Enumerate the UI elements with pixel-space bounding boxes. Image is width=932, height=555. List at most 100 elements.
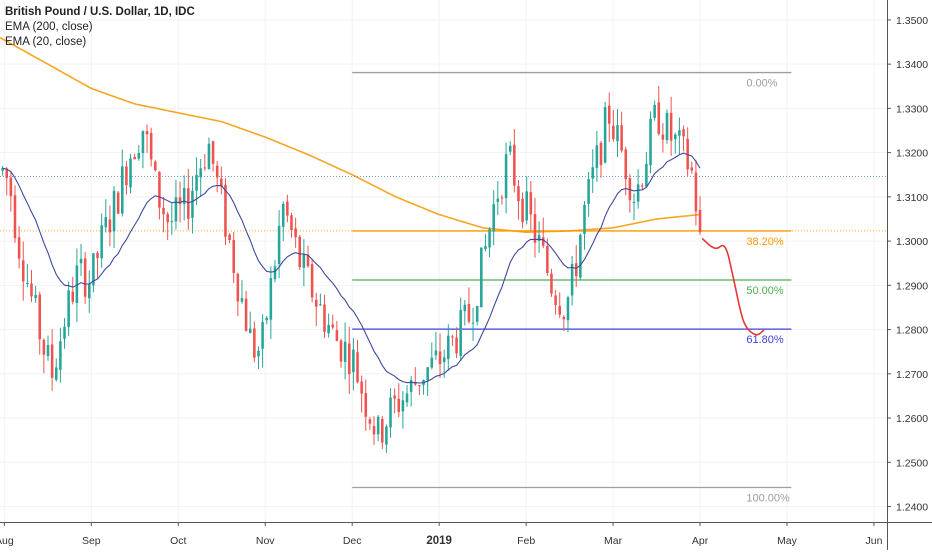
candle-body	[9, 177, 13, 197]
candle-body	[228, 234, 231, 241]
grid	[0, 0, 887, 522]
candle-body	[5, 168, 9, 179]
price-tick-label: 1.2900	[896, 280, 928, 292]
candle-body	[244, 298, 248, 331]
candle-body	[657, 102, 661, 135]
chart-legend: British Pound / U.S. Dollar, 1D, IDC EMA…	[5, 5, 195, 50]
candle-body	[636, 184, 640, 202]
candle-body	[158, 171, 161, 208]
candle-body	[414, 382, 417, 385]
candle-body	[207, 143, 211, 170]
candle-body	[343, 341, 347, 362]
fib-level-label: 100.00%	[746, 492, 790, 504]
candle-body	[75, 265, 79, 303]
candle-body	[380, 418, 384, 443]
freehand-drawing[interactable]	[701, 238, 765, 336]
candle-body	[570, 263, 574, 296]
candle-body	[496, 198, 500, 202]
candle-body	[195, 174, 198, 191]
candle-body	[269, 278, 273, 320]
candle-body	[504, 154, 508, 199]
candle-body	[182, 187, 186, 204]
price-tick-label: 1.2400	[896, 502, 928, 514]
candle-body	[116, 192, 120, 214]
candle-body	[220, 178, 223, 187]
candle-body	[554, 295, 557, 306]
candle-body	[129, 158, 132, 188]
candle-body	[71, 291, 75, 302]
candle-body	[653, 104, 656, 118]
candle-body	[541, 237, 545, 246]
ema20-line	[2, 152, 701, 384]
candle-body	[451, 336, 454, 338]
candle-body	[442, 357, 446, 363]
candle-body	[678, 130, 681, 136]
candle-body	[550, 273, 553, 294]
price-tick-label: 1.2600	[896, 413, 928, 425]
candle-body	[141, 130, 145, 154]
candle-body	[59, 341, 62, 370]
fib-level-label: 38.20%	[746, 236, 784, 248]
candle-body	[162, 207, 165, 215]
candle-body	[385, 426, 388, 445]
price-tick-label: 1.2800	[896, 325, 928, 337]
candle-body	[34, 294, 37, 299]
candle-body	[125, 166, 128, 186]
candle-body	[529, 192, 533, 215]
projection-drawing[interactable]	[701, 238, 765, 336]
candle-body	[595, 145, 599, 168]
candle-body	[319, 304, 322, 306]
time-tick-label: Aug	[0, 535, 14, 547]
candle-body	[475, 306, 479, 322]
candle-body	[673, 134, 677, 140]
ema20-legend[interactable]: EMA (20, close)	[5, 36, 87, 48]
candle-body	[426, 367, 429, 381]
ema200-legend[interactable]: EMA (200, close)	[5, 21, 93, 33]
candle-body	[418, 385, 421, 387]
candle-body	[281, 203, 285, 227]
candle-body	[517, 186, 520, 202]
symbol-title[interactable]: British Pound / U.S. Dollar, 1D, IDC	[5, 6, 195, 18]
candle-body	[591, 167, 595, 179]
time-tick-label: Dec	[343, 535, 362, 547]
candle-body	[87, 283, 91, 299]
candle-body	[248, 328, 252, 333]
candle-body	[199, 168, 202, 178]
candle-body	[286, 201, 289, 216]
candle-body	[265, 317, 269, 321]
candle-body	[661, 134, 665, 140]
candle-body	[574, 263, 578, 277]
candle-body	[187, 188, 190, 219]
candle-body	[624, 149, 628, 180]
candle-body	[13, 195, 17, 239]
candle-body	[537, 234, 541, 241]
candle-body	[492, 204, 495, 232]
candle-body	[401, 400, 405, 412]
candle-body	[335, 330, 339, 342]
candle-body	[352, 349, 355, 373]
candle-body	[620, 125, 623, 151]
candle-body	[480, 247, 483, 308]
candle-body	[211, 141, 215, 164]
candle-body	[579, 234, 582, 278]
time-tick-label: Mar	[604, 535, 623, 547]
candle-body	[430, 357, 434, 368]
candle-body	[191, 190, 194, 218]
candle-body	[257, 350, 260, 357]
candle-body	[645, 163, 648, 187]
candle-body	[145, 131, 149, 135]
candle-body	[327, 324, 330, 334]
candle-body	[690, 167, 694, 171]
candle-body	[273, 266, 277, 280]
time-tick-label: Sep	[82, 535, 101, 547]
candles	[1, 85, 702, 453]
candle-body	[546, 245, 549, 273]
candle-body	[30, 283, 33, 297]
candle-body	[17, 237, 21, 259]
candle-body	[521, 198, 524, 223]
candle-body	[665, 112, 669, 141]
